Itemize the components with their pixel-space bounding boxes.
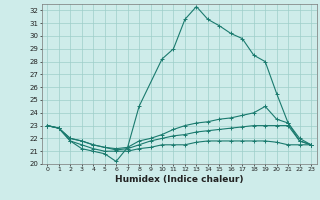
X-axis label: Humidex (Indice chaleur): Humidex (Indice chaleur): [115, 175, 244, 184]
